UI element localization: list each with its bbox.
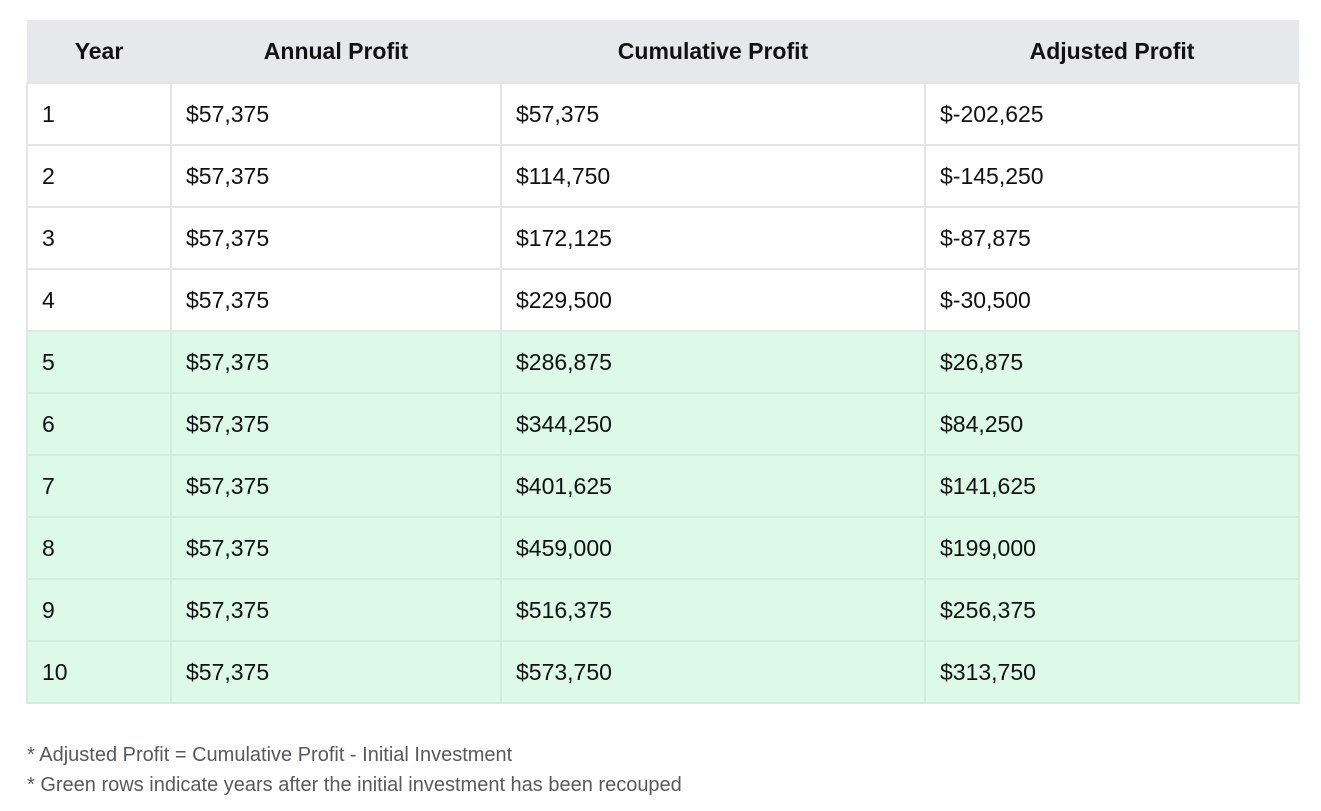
cell-year: 10 (26, 640, 172, 704)
profit-table-container: Year Annual Profit Cumulative Profit Adj… (26, 20, 1300, 704)
cell-adjusted-profit: $141,625 (924, 454, 1300, 518)
table-row: 9 $57,375 $516,375 $256,375 (26, 578, 1300, 642)
cell-cumulative-profit: $229,500 (500, 268, 926, 332)
cell-year: 4 (26, 268, 172, 332)
cell-adjusted-profit: $84,250 (924, 392, 1300, 456)
table-row: 8 $57,375 $459,000 $199,000 (26, 516, 1300, 580)
cell-year: 7 (26, 454, 172, 518)
cell-adjusted-profit: $-145,250 (924, 144, 1300, 208)
cell-year: 2 (26, 144, 172, 208)
cell-cumulative-profit: $401,625 (500, 454, 926, 518)
cell-cumulative-profit: $459,000 (500, 516, 926, 580)
cell-cumulative-profit: $344,250 (500, 392, 926, 456)
table-row: 6 $57,375 $344,250 $84,250 (26, 392, 1300, 456)
column-header-cumulative-profit: Cumulative Profit (617, 37, 809, 64)
cell-annual-profit: $57,375 (170, 392, 502, 456)
cell-year: 3 (26, 206, 172, 270)
cell-adjusted-profit: $313,750 (924, 640, 1300, 704)
cell-annual-profit: $57,375 (170, 82, 502, 146)
profit-table: Year Annual Profit Cumulative Profit Adj… (26, 20, 1300, 704)
cell-year: 8 (26, 516, 172, 580)
table-footnotes: * Adjusted Profit = Cumulative Profit - … (27, 740, 682, 800)
cell-year: 9 (26, 578, 172, 642)
cell-cumulative-profit: $172,125 (500, 206, 926, 270)
cell-adjusted-profit: $-87,875 (924, 206, 1300, 270)
table-row: 4 $57,375 $229,500 $-30,500 (26, 268, 1300, 332)
cell-adjusted-profit: $199,000 (924, 516, 1300, 580)
cell-annual-profit: $57,375 (170, 144, 502, 208)
table-row: 2 $57,375 $114,750 $-145,250 (26, 144, 1300, 208)
cell-adjusted-profit: $-30,500 (924, 268, 1300, 332)
table-row: 1 $57,375 $57,375 $-202,625 (26, 82, 1300, 146)
cell-annual-profit: $57,375 (170, 206, 502, 270)
cell-year: 6 (26, 392, 172, 456)
cell-annual-profit: $57,375 (170, 268, 502, 332)
cell-cumulative-profit: $573,750 (500, 640, 926, 704)
table-row: 5 $57,375 $286,875 $26,875 (26, 330, 1300, 394)
footnote-green-rows: * Green rows indicate years after the in… (27, 774, 682, 796)
cell-annual-profit: $57,375 (170, 640, 502, 704)
table-row: 10 $57,375 $573,750 $313,750 (26, 640, 1300, 704)
cell-cumulative-profit: $516,375 (500, 578, 926, 642)
cell-cumulative-profit: $286,875 (500, 330, 926, 394)
header-row: Year Annual Profit Cumulative Profit Adj… (27, 20, 1299, 83)
cell-year: 1 (26, 82, 172, 146)
cell-annual-profit: $57,375 (170, 330, 502, 394)
column-header-annual-profit: Annual Profit (263, 37, 409, 64)
cell-cumulative-profit: $114,750 (500, 144, 926, 208)
cell-annual-profit: $57,375 (170, 578, 502, 642)
column-header-year: Year (74, 37, 124, 64)
table-body: 1 $57,375 $57,375 $-202,625 2 $57,375 $1… (26, 82, 1300, 704)
cell-annual-profit: $57,375 (170, 454, 502, 518)
column-header-adjusted-profit: Adjusted Profit (1029, 37, 1195, 64)
table-header: Year Annual Profit Cumulative Profit Adj… (27, 20, 1299, 83)
footnote-adjusted-profit: * Adjusted Profit = Cumulative Profit - … (27, 744, 513, 766)
cell-adjusted-profit: $256,375 (924, 578, 1300, 642)
cell-annual-profit: $57,375 (170, 516, 502, 580)
cell-year: 5 (26, 330, 172, 394)
cell-adjusted-profit: $-202,625 (924, 82, 1300, 146)
cell-cumulative-profit: $57,375 (500, 82, 926, 146)
cell-adjusted-profit: $26,875 (924, 330, 1300, 394)
table-row: 3 $57,375 $172,125 $-87,875 (26, 206, 1300, 270)
table-row: 7 $57,375 $401,625 $141,625 (26, 454, 1300, 518)
